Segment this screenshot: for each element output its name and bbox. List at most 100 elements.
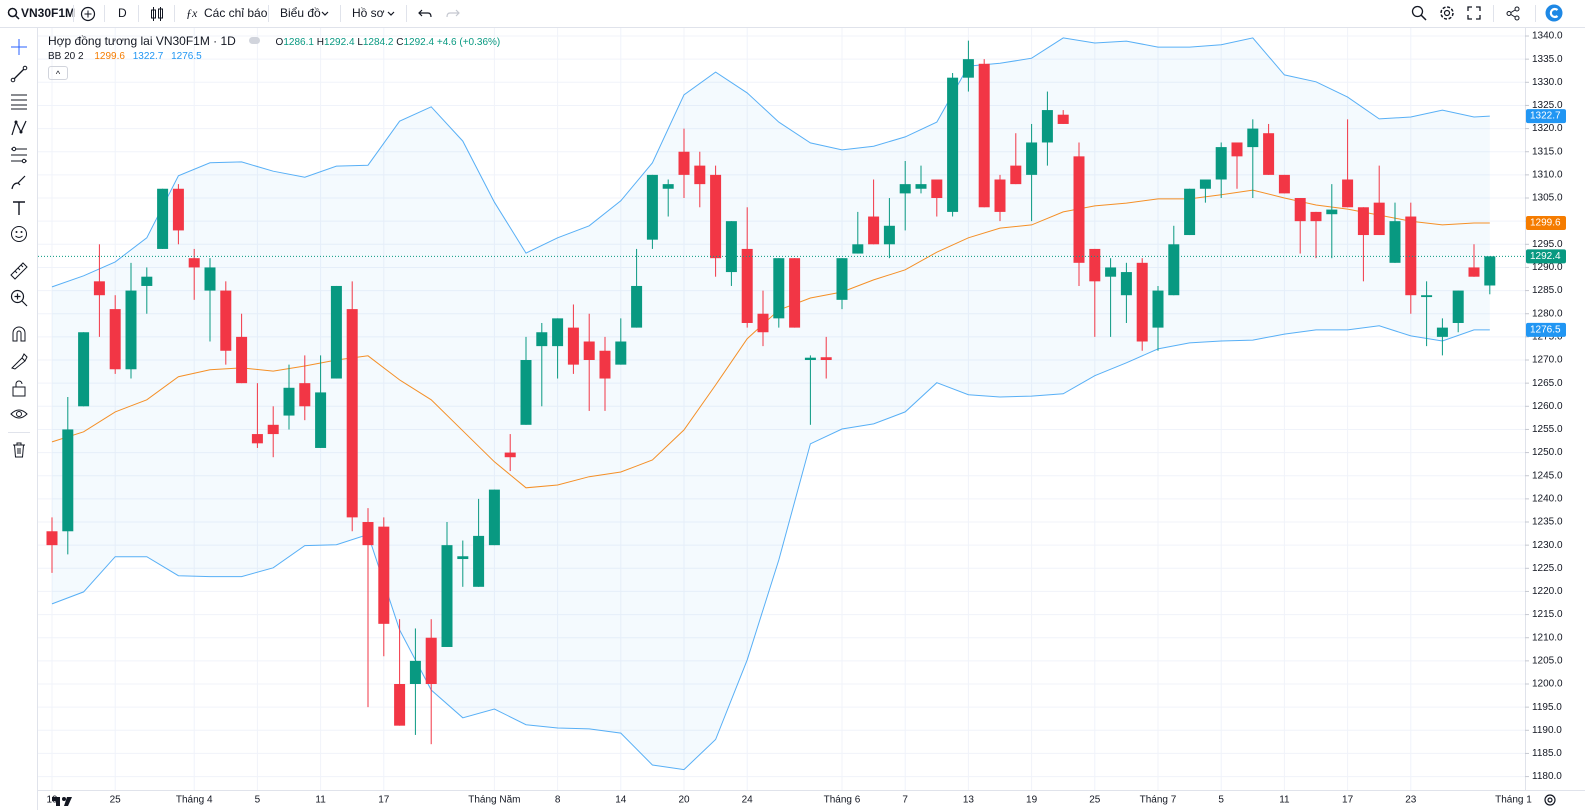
candle-body [741,248,753,323]
pattern-tool[interactable] [10,119,28,137]
candle-body [1326,209,1338,215]
undo-icon[interactable] [418,8,432,20]
candle-body [947,77,959,212]
delete-tool[interactable] [10,441,28,459]
candle-body [93,281,105,296]
crosshair-tool[interactable] [10,38,28,56]
trend-line-tool[interactable] [10,65,28,83]
x-tick-label: 24 [742,795,754,806]
ohlc-value: 1284.2 [362,37,394,48]
candle-body [868,216,880,245]
y-tick-label: 1295.0 [1532,239,1563,250]
candle-body [1199,179,1211,189]
search-icon[interactable] [7,7,20,20]
x-tick-label: 7 [902,795,908,806]
symbol[interactable]: VN30F1M [21,6,76,20]
separator [268,5,269,22]
axes: 1180.0 1185.0 1190.0 1195.0 1200.0 1205.0 1210… [46,31,1566,806]
y-tick-label: 1205.0 [1532,656,1563,667]
redo-icon[interactable] [446,8,460,20]
dropdown-icon[interactable] [387,11,395,17]
zoom-in-tool[interactable] [10,289,28,307]
visibility-toggle[interactable] [249,37,261,44]
chart-type-button[interactable]: Biểu đồ [280,6,321,20]
y-tick-label: 1185.0 [1532,748,1562,759]
visibility-tool[interactable] [10,405,28,423]
x-tick-label: 11 [315,795,326,806]
candle-body [1436,327,1448,337]
tv-logo [52,797,72,806]
y-tick-label: 1220.0 [1532,586,1563,597]
candle-body [457,556,469,560]
chart-style-icon[interactable] [150,6,164,22]
candles [38,40,1525,745]
settings-icon[interactable] [1439,5,1455,21]
separator [1535,5,1536,22]
x-tick-label: 17 [378,795,390,806]
ruler-tool[interactable] [10,262,28,280]
candle-body [962,59,974,78]
lock-draw-tool[interactable] [10,352,28,370]
chart-title: Hợp đồng tương lai VN30F1M · 1D [48,34,236,48]
y-tick-label: 1235.0 [1532,517,1563,528]
separator [1493,5,1494,22]
zoom-icon[interactable] [1411,5,1427,21]
legend: Hợp đồng tương lai VN30F1M · 1D O1286.1 … [48,34,500,80]
lock-tool[interactable] [10,379,28,397]
y-tick-label: 1285.0 [1532,285,1563,296]
y-tick-label: 1325.0 [1532,100,1563,111]
x-tick-label: 14 [615,795,627,806]
separator [138,5,139,22]
y-tick-label: 1335.0 [1532,54,1563,65]
y-tick-label: 1270.0 [1532,355,1563,366]
profile-button[interactable]: Hồ sơ [352,6,385,20]
dropdown-icon[interactable] [321,11,329,17]
interval[interactable]: D [118,6,127,20]
candle-body [1357,207,1369,236]
y-tick-label: 1330.0 [1532,77,1563,88]
emoji-tool[interactable] [10,225,28,243]
ohlc-value: 1286.1 [283,37,314,48]
candle-body [1215,147,1227,180]
y-tick-label: 1310.0 [1532,170,1563,181]
x-tick-label: 20 [678,795,690,806]
candle-body [1468,267,1480,277]
candle-body [1421,295,1433,298]
candle-body [710,174,722,259]
price-axis-bg [1525,28,1585,810]
candle-body [409,660,421,685]
candle-body [1136,262,1148,342]
candle-body [583,341,595,361]
candle-body [773,258,785,319]
candle-body [141,276,153,286]
lines-tool[interactable] [10,92,28,110]
candle-body [1026,142,1038,175]
indicators-button[interactable]: Các chỉ báo [204,6,268,20]
text-tool[interactable] [10,199,28,217]
fib-tool[interactable] [10,146,28,164]
drawing-toolbar [0,28,38,810]
compare-icon[interactable] [80,6,96,22]
candle-body [346,309,358,518]
fx-icon[interactable]: ƒx [186,6,198,20]
collapse-button[interactable]: ^ [48,66,68,80]
price-tag [1526,216,1566,231]
y-tick-label: 1230.0 [1532,540,1563,551]
candle-body [1263,133,1275,175]
share-icon[interactable] [1506,6,1521,21]
fullscreen-icon[interactable] [1467,6,1481,20]
candle-body [1373,202,1385,236]
brush-tool[interactable] [10,173,28,191]
indicator-legend: BB 20 2 1299.6 1322.7 1276.5 [48,51,500,62]
magnet-tool[interactable] [10,325,28,343]
settings-icon[interactable] [1544,794,1556,806]
brand-logo[interactable] [1545,4,1563,22]
y-tick-label: 1340.0 [1532,31,1563,42]
y-tick-label: 1190.0 [1532,725,1562,736]
x-tick-label: 8 [555,795,561,806]
y-tick-label: 1255.0 [1532,424,1563,435]
x-tick-label: Tháng 4 [176,795,213,806]
candle-body [1057,114,1069,124]
candle-body [836,258,848,300]
